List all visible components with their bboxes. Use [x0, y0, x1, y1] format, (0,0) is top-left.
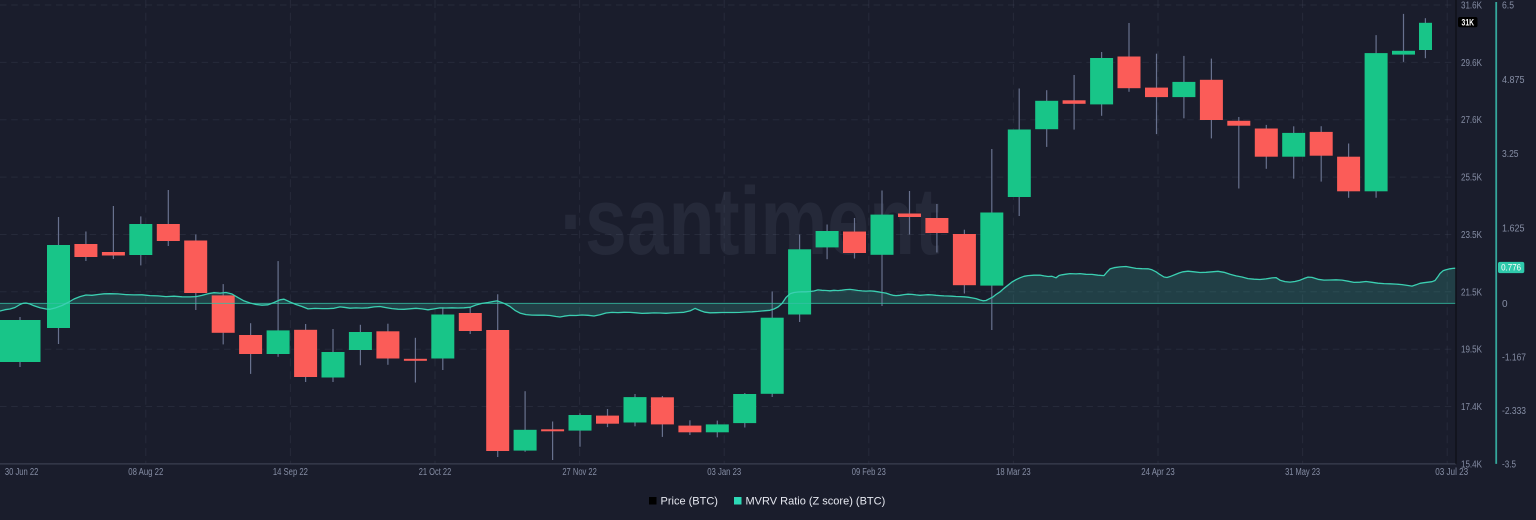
svg-text:31.6K: 31.6K [1461, 1, 1482, 12]
svg-text:27 Nov 22: 27 Nov 22 [562, 467, 597, 478]
svg-text:1.625: 1.625 [1502, 224, 1525, 235]
svg-text:15.4K: 15.4K [1461, 459, 1482, 470]
svg-text:0: 0 [1502, 299, 1508, 310]
svg-text:31 May 23: 31 May 23 [1285, 467, 1320, 478]
svg-text:03 Jan 23: 03 Jan 23 [707, 467, 741, 478]
svg-text:14 Sep 22: 14 Sep 22 [273, 467, 308, 478]
svg-text:09 Feb 23: 09 Feb 23 [852, 467, 886, 478]
svg-text:18 Mar 23: 18 Mar 23 [996, 467, 1031, 478]
svg-text:-1.167: -1.167 [1502, 352, 1526, 363]
svg-text:MVRV Ratio (Z score) (BTC): MVRV Ratio (Z score) (BTC) [746, 496, 886, 508]
svg-text:08 Aug 22: 08 Aug 22 [128, 467, 163, 478]
svg-text:21.5K: 21.5K [1461, 287, 1482, 298]
svg-text:17.4K: 17.4K [1461, 402, 1482, 413]
svg-text:31K: 31K [1462, 17, 1475, 28]
svg-text:Price (BTC): Price (BTC) [661, 496, 718, 508]
svg-text:27.6K: 27.6K [1461, 115, 1482, 126]
svg-text:23.5K: 23.5K [1461, 230, 1482, 241]
svg-text:21 Oct 22: 21 Oct 22 [419, 467, 452, 478]
svg-text:03 Jul 23: 03 Jul 23 [1435, 467, 1468, 478]
svg-text:4.875: 4.875 [1502, 75, 1525, 86]
svg-text:-2.333: -2.333 [1502, 406, 1526, 417]
svg-text:6.5: 6.5 [1502, 1, 1514, 12]
svg-text:0.776: 0.776 [1501, 263, 1521, 274]
svg-text:29.6K: 29.6K [1461, 58, 1482, 69]
svg-text:-3.5: -3.5 [1502, 459, 1516, 470]
svg-text:19.5K: 19.5K [1461, 345, 1482, 356]
svg-text:30 Jun 22: 30 Jun 22 [5, 467, 39, 478]
svg-text:24 Apr 23: 24 Apr 23 [1141, 467, 1175, 478]
svg-text:3.25: 3.25 [1502, 149, 1519, 160]
svg-text:25.5K: 25.5K [1461, 173, 1482, 184]
